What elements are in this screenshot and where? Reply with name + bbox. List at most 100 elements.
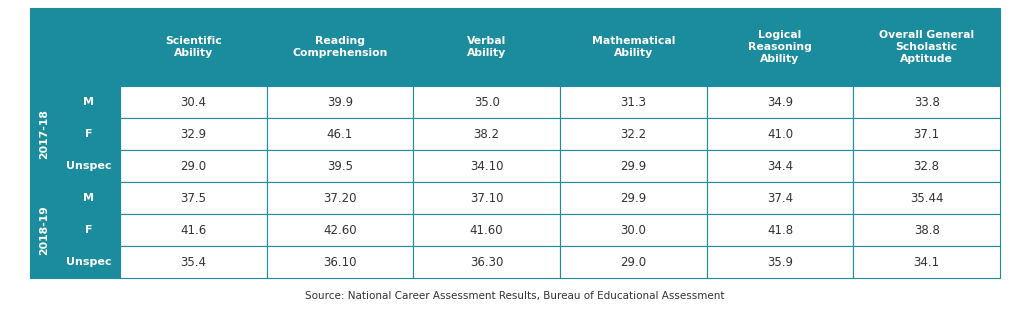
Bar (853, 150, 1000, 182)
Text: 32.8: 32.8 (913, 160, 940, 173)
Text: Unspec: Unspec (67, 257, 112, 267)
Bar (414, 182, 560, 214)
Text: M: M (84, 193, 94, 203)
Bar (853, 118, 1000, 150)
Bar (414, 8, 560, 86)
Text: 39.5: 39.5 (327, 160, 353, 173)
Text: 46.1: 46.1 (327, 128, 353, 141)
Bar (560, 150, 707, 182)
Text: 31.3: 31.3 (621, 95, 646, 109)
Bar (707, 8, 853, 86)
Text: 29.0: 29.0 (621, 255, 646, 268)
Bar (58, 150, 120, 182)
Text: 41.60: 41.60 (470, 223, 504, 236)
Text: Reading
Comprehension: Reading Comprehension (292, 36, 388, 58)
Bar (58, 246, 120, 278)
Bar (58, 214, 120, 246)
Bar (560, 118, 707, 150)
Bar (560, 86, 707, 118)
Text: 32.2: 32.2 (621, 128, 646, 141)
Bar (266, 246, 414, 278)
Bar (414, 118, 560, 150)
Text: 35.4: 35.4 (180, 255, 206, 268)
Bar (266, 214, 414, 246)
Text: 39.9: 39.9 (327, 95, 353, 109)
Bar (266, 8, 414, 86)
Bar (707, 150, 853, 182)
Text: 35.0: 35.0 (474, 95, 500, 109)
Text: 41.8: 41.8 (767, 223, 793, 236)
Bar (266, 182, 414, 214)
Text: 38.8: 38.8 (913, 223, 940, 236)
Text: Source: National Career Assessment Results, Bureau of Educational Assessment: Source: National Career Assessment Resul… (305, 291, 725, 301)
Bar (30, 182, 58, 278)
Text: 30.0: 30.0 (621, 223, 646, 236)
Text: 37.20: 37.20 (324, 192, 356, 204)
Bar (853, 182, 1000, 214)
Text: 37.10: 37.10 (470, 192, 504, 204)
Bar (707, 214, 853, 246)
Bar (58, 118, 120, 150)
Text: Unspec: Unspec (67, 161, 112, 171)
Bar (30, 8, 120, 86)
Bar (120, 86, 266, 118)
Bar (414, 150, 560, 182)
Bar (266, 118, 414, 150)
Bar (560, 246, 707, 278)
Bar (120, 246, 266, 278)
Bar (853, 214, 1000, 246)
Text: 36.10: 36.10 (324, 255, 356, 268)
Bar (120, 214, 266, 246)
Text: 36.30: 36.30 (470, 255, 504, 268)
Text: 29.9: 29.9 (621, 192, 646, 204)
Text: 38.2: 38.2 (474, 128, 500, 141)
Text: 29.9: 29.9 (621, 160, 646, 173)
Bar (707, 246, 853, 278)
Bar (853, 86, 1000, 118)
Text: 30.4: 30.4 (180, 95, 206, 109)
Bar (58, 182, 120, 214)
Text: Scientific
Ability: Scientific Ability (165, 36, 222, 58)
Bar (707, 182, 853, 214)
Text: 41.6: 41.6 (180, 223, 207, 236)
Bar (853, 8, 1000, 86)
Text: Overall General
Scholastic
Aptitude: Overall General Scholastic Aptitude (880, 30, 974, 64)
Bar (560, 182, 707, 214)
Text: F: F (85, 225, 93, 235)
Bar (120, 118, 266, 150)
Text: 32.9: 32.9 (180, 128, 207, 141)
Bar (30, 86, 58, 182)
Text: 2018-19: 2018-19 (39, 205, 49, 255)
Text: 35.9: 35.9 (767, 255, 793, 268)
Text: 41.0: 41.0 (767, 128, 793, 141)
Text: 34.10: 34.10 (470, 160, 504, 173)
Text: 37.1: 37.1 (913, 128, 940, 141)
Text: 34.1: 34.1 (913, 255, 940, 268)
Bar (266, 86, 414, 118)
Text: Logical
Reasoning
Ability: Logical Reasoning Ability (749, 30, 812, 64)
Text: 37.5: 37.5 (180, 192, 206, 204)
Bar (120, 182, 266, 214)
Text: 42.60: 42.60 (324, 223, 356, 236)
Text: 33.8: 33.8 (913, 95, 940, 109)
Text: 34.9: 34.9 (767, 95, 793, 109)
Bar (853, 246, 1000, 278)
Bar (707, 86, 853, 118)
Bar (560, 8, 707, 86)
Text: M: M (84, 97, 94, 107)
Bar (414, 214, 560, 246)
Bar (414, 86, 560, 118)
Bar (58, 86, 120, 118)
Text: 37.4: 37.4 (767, 192, 793, 204)
Text: 35.44: 35.44 (910, 192, 943, 204)
Bar (414, 246, 560, 278)
Text: 29.0: 29.0 (180, 160, 207, 173)
Bar (560, 214, 707, 246)
Text: F: F (85, 129, 93, 139)
Bar (120, 8, 266, 86)
Text: 34.4: 34.4 (767, 160, 793, 173)
Bar (266, 150, 414, 182)
Text: 2017-18: 2017-18 (39, 109, 49, 159)
Text: Mathematical
Ability: Mathematical Ability (592, 36, 675, 58)
Bar (120, 150, 266, 182)
